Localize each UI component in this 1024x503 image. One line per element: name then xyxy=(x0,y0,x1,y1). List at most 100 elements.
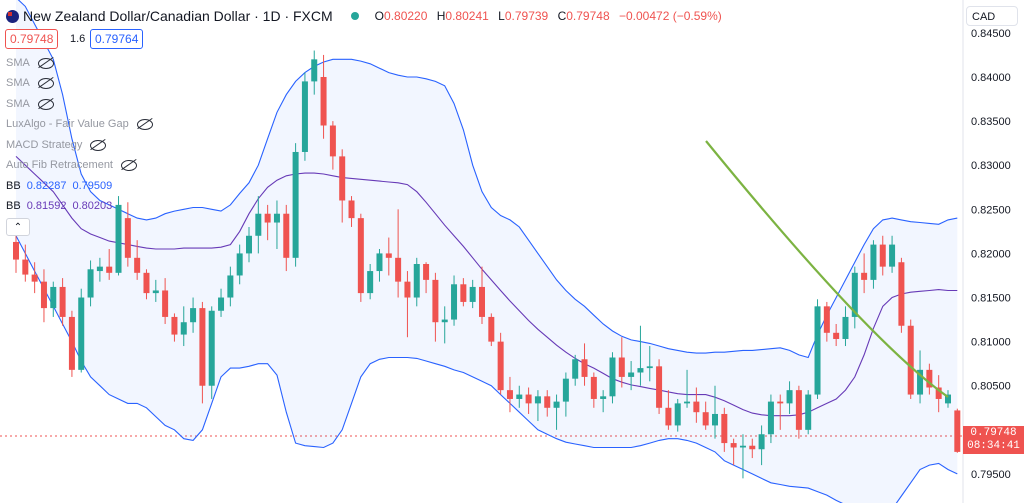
candle-body xyxy=(441,319,448,323)
candle xyxy=(199,301,206,404)
candle xyxy=(106,249,113,280)
candle xyxy=(255,196,262,254)
chart-header: New Zealand Dollar/Canadian Dollar · 1D … xyxy=(6,7,728,25)
candle xyxy=(702,401,709,430)
candle-body xyxy=(320,76,327,126)
price-tick-label: 0.82500 xyxy=(971,204,1011,216)
hidden-eye-icon[interactable] xyxy=(121,159,137,171)
hidden-eye-icon[interactable] xyxy=(136,118,153,130)
candle xyxy=(190,297,197,333)
candle xyxy=(721,407,728,452)
candle-body xyxy=(935,387,942,399)
candle-body xyxy=(264,213,271,223)
candle xyxy=(833,323,840,347)
trend-arc-drawing[interactable] xyxy=(705,140,949,398)
hidden-eye-icon[interactable] xyxy=(37,57,54,69)
indicator-label: SMA xyxy=(6,57,30,69)
market-open-status-icon xyxy=(350,12,359,20)
candle-body xyxy=(637,368,644,373)
indicator-sma-1[interactable]: SMA xyxy=(6,57,54,69)
hidden-eye-icon[interactable] xyxy=(37,77,54,89)
candle-body xyxy=(730,443,737,448)
candle-body xyxy=(702,412,709,426)
candle xyxy=(917,350,924,404)
bb-row-1[interactable]: BB 0.82287 0.79509 xyxy=(6,180,112,192)
candle-body xyxy=(786,390,793,404)
ohlc-close-value: 0.79748 xyxy=(566,9,610,23)
candle-body xyxy=(684,401,691,404)
candle xyxy=(96,257,103,282)
candle-body xyxy=(87,269,94,298)
candle-body xyxy=(199,308,206,386)
bb-label: BB xyxy=(6,200,21,212)
candle-body xyxy=(805,394,812,430)
candle-body xyxy=(898,262,905,326)
candle-body xyxy=(721,413,728,444)
candle xyxy=(786,381,793,414)
currency-selector[interactable]: CAD xyxy=(966,6,1018,26)
candle xyxy=(469,279,476,309)
collapse-legend-button[interactable]: ⌃ xyxy=(6,218,30,236)
candle-body xyxy=(861,272,868,280)
candle xyxy=(609,352,616,404)
candle-body xyxy=(218,297,225,311)
bb-fill xyxy=(16,0,958,503)
candle-body xyxy=(656,366,663,408)
candle xyxy=(497,332,504,395)
indicator-sma-2[interactable]: SMA xyxy=(6,77,54,89)
candle xyxy=(861,253,868,294)
candle-body xyxy=(152,290,159,294)
last-price-value: 0.79748 xyxy=(970,427,1017,439)
candle-body xyxy=(311,59,318,82)
buy-price-button[interactable]: 0.79764 xyxy=(90,29,144,49)
sell-price-button[interactable]: 0.79748 xyxy=(5,29,59,49)
candle-body xyxy=(749,445,756,450)
candle xyxy=(926,363,933,395)
bb-row-2[interactable]: BB 0.81592 0.80203 xyxy=(6,200,112,212)
ohlc-low-key: L xyxy=(498,9,505,23)
candle xyxy=(22,244,29,282)
candle xyxy=(516,385,523,408)
candle-body xyxy=(889,244,896,267)
candle-body xyxy=(562,378,569,402)
candle-body xyxy=(283,213,290,258)
last-price-label: 0.79748 08:34:41 xyxy=(963,426,1024,454)
candle-body xyxy=(665,407,672,426)
indicator-fair-value-gap[interactable]: LuxAlgo - Fair Value Gap xyxy=(6,118,153,130)
symbol-title[interactable]: New Zealand Dollar/Canadian Dollar · 1D … xyxy=(23,8,333,24)
candle-body xyxy=(451,284,458,320)
ohlc-change: −0.00472 (−0.59%) xyxy=(618,9,722,23)
hidden-eye-icon[interactable] xyxy=(90,139,107,151)
indicator-label: SMA xyxy=(6,98,30,110)
candle-body xyxy=(590,376,597,399)
candle-body xyxy=(22,259,29,275)
candle xyxy=(451,275,458,326)
candle xyxy=(460,278,467,307)
ohlc-values: O0.80220 H0.80241 L0.79739 C0.79748 −0.0… xyxy=(375,9,728,23)
candle xyxy=(479,266,485,324)
indicator-sma-3[interactable]: SMA xyxy=(6,98,54,110)
candle-body xyxy=(255,213,262,236)
candle-body xyxy=(13,241,19,260)
candle xyxy=(506,376,513,413)
candle xyxy=(329,121,336,170)
candle xyxy=(907,319,914,399)
candle-body xyxy=(879,244,886,267)
candle-body xyxy=(609,357,616,397)
hidden-eye-icon[interactable] xyxy=(37,98,54,110)
candle-body xyxy=(301,81,308,152)
candle xyxy=(488,313,495,347)
indicator-auto-fib[interactable]: Auto Fib Retracement xyxy=(6,159,137,171)
candle-body xyxy=(926,369,933,388)
candle-body xyxy=(162,290,169,317)
candle xyxy=(413,257,420,307)
candle xyxy=(758,425,765,466)
indicator-macd-strategy[interactable]: MACD Strategy xyxy=(6,139,107,151)
candle xyxy=(143,269,150,300)
candle-body xyxy=(600,396,607,399)
candle-body xyxy=(739,445,746,448)
candle xyxy=(935,375,942,413)
candle-body xyxy=(143,272,150,294)
candle-body xyxy=(544,396,551,408)
